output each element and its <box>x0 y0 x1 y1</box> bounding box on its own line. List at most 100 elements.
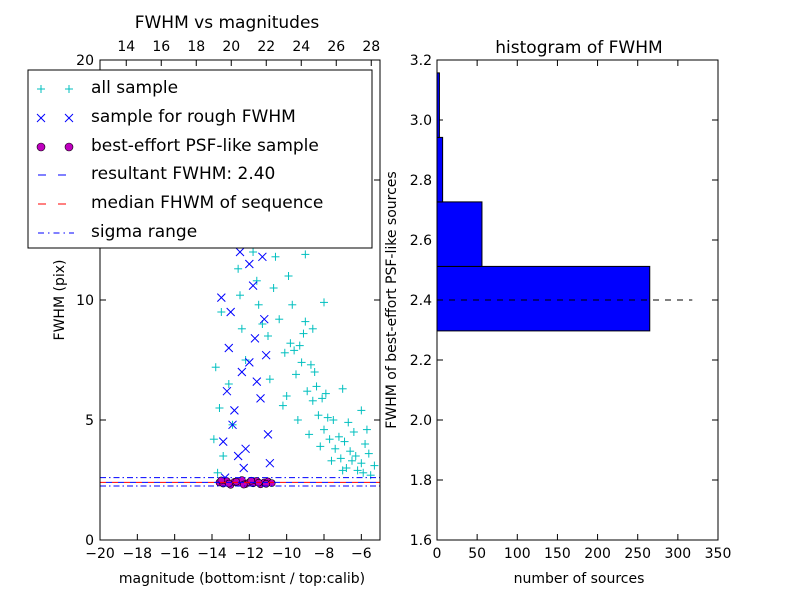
all-sample-point <box>308 396 317 405</box>
all-sample-point <box>269 284 278 292</box>
y-tick-label: 2.4 <box>410 293 432 309</box>
rough-sample-point <box>237 367 247 377</box>
rough-sample-point <box>222 386 232 396</box>
rough-sample-point <box>250 334 260 343</box>
all-sample-point <box>361 440 370 448</box>
all-sample-point <box>364 449 373 458</box>
all-sample-point <box>362 425 371 434</box>
all-sample-point <box>312 382 321 391</box>
all-sample-point <box>249 248 258 256</box>
legend-entry-median-fwhm: median FHWM of sequence <box>38 193 323 213</box>
x-tick-label: 0 <box>433 546 442 562</box>
all-sample-point <box>297 358 306 367</box>
all-sample-point <box>241 356 250 364</box>
legend-x <box>64 113 74 123</box>
y-tick-label: 1.6 <box>410 533 432 549</box>
rough-sample-point <box>218 437 228 446</box>
histogram-axes-frame <box>436 59 719 541</box>
all-sample-point <box>284 272 293 280</box>
histogram-bar <box>436 201 483 267</box>
all-sample-point <box>331 444 340 453</box>
all-sample-point <box>308 324 317 333</box>
x-stroke <box>250 334 260 343</box>
all-sample-point <box>224 380 233 388</box>
psf-sample-point <box>232 477 241 486</box>
all-sample-point <box>346 447 355 456</box>
all-sample-point <box>306 360 315 369</box>
x-stroke <box>216 293 226 302</box>
all-sample-point <box>271 252 280 261</box>
all-sample-point <box>236 291 244 300</box>
all-sample-point <box>252 276 261 285</box>
all-sample-point <box>334 432 343 441</box>
x-stroke <box>259 314 269 324</box>
all-sample-point <box>321 389 330 398</box>
legend-plus-marker <box>37 85 73 93</box>
rough-sample-point <box>233 451 243 461</box>
rough-sample-point <box>252 377 262 386</box>
rough-sample-point <box>265 458 275 468</box>
rough-sample-point <box>258 252 267 262</box>
x-stroke <box>239 463 249 473</box>
x-stroke <box>263 430 273 439</box>
all-sample-point <box>288 300 297 309</box>
rough-sample-point <box>241 444 250 454</box>
all-sample-point <box>293 416 302 424</box>
histogram-y-tick-labels: 1.6 1.8 2.0 2.2 2.4 2.6 2.8 3.0 3.2 <box>410 53 432 549</box>
all-sample-point <box>264 332 272 340</box>
top-tick-label: 20 <box>222 39 240 55</box>
legend-frame <box>27 69 373 249</box>
all-sample-point <box>280 348 289 357</box>
x-stroke <box>36 113 46 123</box>
x-stroke <box>235 247 245 257</box>
rough-sample-point <box>224 343 234 353</box>
legend-label: median FHWM of sequence <box>91 193 323 213</box>
y-tick-label: 2.6 <box>410 233 432 249</box>
all-sample-point <box>314 411 323 420</box>
x-tick-label: 100 <box>504 546 531 562</box>
all-sample-point <box>234 264 243 273</box>
histogram-title: histogram of FWHM <box>495 38 662 58</box>
all-sample-point <box>301 250 310 259</box>
legend-label: resultant FWHM: 2.40 <box>91 164 275 184</box>
all-sample-point <box>316 442 325 451</box>
x-tick-label: −10 <box>272 546 302 562</box>
scatter-title: FWHM vs magnitudes <box>135 13 320 33</box>
all-sample-point <box>303 387 312 396</box>
rough-sample-point <box>259 314 269 324</box>
scatter-axes-frame <box>99 59 381 541</box>
rough-sample-point <box>226 307 236 317</box>
x-stroke <box>228 420 237 430</box>
all-sample-point <box>213 468 222 477</box>
all-sample-point <box>323 413 332 422</box>
x-stroke <box>244 259 254 269</box>
rough-sample-point <box>239 463 249 473</box>
x-stroke <box>248 281 258 290</box>
x-stroke <box>222 386 232 396</box>
scatter-panel: −20−18−16−14−12−10−8−6 05101520 14161820… <box>27 13 381 587</box>
y-tick-label: 3.0 <box>410 113 432 129</box>
all-sample-point <box>320 298 328 307</box>
all-sample-point <box>219 452 228 460</box>
scatter-x-axis-label: magnitude (bottom:isnt / top:calib) <box>119 571 365 587</box>
legend-plus <box>65 85 73 93</box>
legend-plus <box>37 85 45 93</box>
x-tick-label: −18 <box>123 546 153 562</box>
rough-sample-point <box>261 350 271 360</box>
scatter-reference-lines <box>100 477 380 487</box>
y-tick-label: 5 <box>85 413 94 429</box>
x-tick-label: 350 <box>705 546 732 562</box>
legend-x-marker <box>36 113 74 123</box>
all-sample-point <box>237 324 246 333</box>
legend-label: sigma range <box>91 222 197 242</box>
all-sample-point <box>265 375 274 384</box>
all-sample-point <box>359 468 368 477</box>
x-tick-label: 250 <box>624 546 651 562</box>
x-tick-label: 300 <box>664 546 691 562</box>
legend-entry-resultant-fwhm: resultant FWHM: 2.40 <box>38 164 275 184</box>
x-stroke <box>218 437 228 446</box>
y-tick-label: 2.0 <box>410 413 432 429</box>
scatter-legend: all sample sample for rough FWHM best-ef… <box>27 69 373 249</box>
legend-circle <box>64 142 74 152</box>
